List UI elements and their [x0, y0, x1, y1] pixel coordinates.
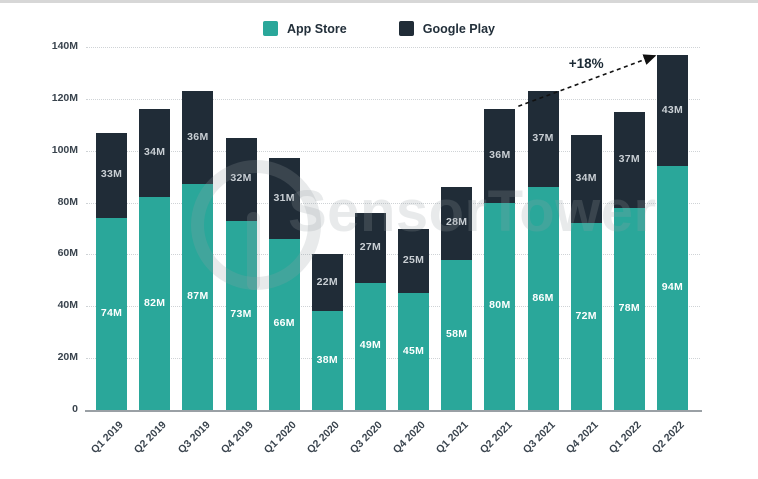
bar-segment [527, 91, 559, 187]
y-axis-tick-label: 100M [51, 143, 78, 156]
legend: App Store Google Play [0, 21, 758, 36]
bar-segment [311, 311, 343, 410]
gridline [86, 98, 700, 100]
bar-segment [96, 132, 128, 219]
x-axis-line [85, 410, 702, 412]
bar-segment [656, 166, 688, 410]
bar-segment [268, 238, 300, 410]
x-axis-tick-label: Q2 2021 [477, 419, 515, 456]
bar-segment [398, 293, 430, 410]
bar-segment [182, 184, 214, 410]
bar-value-label: 22M [316, 275, 338, 288]
bar-value-label: 43M [661, 103, 684, 116]
bar-value-label: 37M [618, 152, 640, 165]
bar-value-label: 34M [575, 172, 597, 185]
legend-item-app-store: App Store [263, 21, 347, 36]
gridline [86, 306, 700, 308]
bar-segment [484, 202, 516, 410]
bar-value-label: 74M [100, 307, 123, 320]
x-axis-tick-label: Q3 2019 [175, 419, 213, 456]
y-axis-tick-label: 60M [57, 247, 78, 260]
bar-value-label: 78M [618, 301, 640, 314]
bar-value-label: 37M [532, 132, 554, 145]
bar-segment [484, 109, 516, 203]
legend-label-google-play: Google Play [422, 21, 495, 36]
bar-value-label: 58M [446, 327, 468, 340]
bar-value-label: 38M [316, 353, 338, 366]
gridline [86, 150, 700, 152]
bar-segment [441, 259, 473, 410]
bar-value-label: 86M [532, 291, 554, 304]
bar-segment [527, 187, 559, 410]
app-store-swatch-icon [263, 21, 278, 36]
x-axis-tick-label: Q4 2020 [391, 419, 429, 456]
gridline [86, 358, 700, 360]
bar-value-label: 49M [359, 339, 382, 352]
gridline [86, 47, 700, 48]
x-axis-tick-label: Q2 2019 [132, 419, 170, 456]
bar-segment [613, 207, 645, 410]
bar-segment [656, 54, 688, 167]
bar-segment [398, 228, 430, 294]
bar-value-label: 25M [402, 253, 425, 266]
bar-segment [96, 218, 128, 410]
legend-label-app-store: App Store [287, 21, 347, 36]
bar-value-label: 28M [446, 216, 468, 229]
x-axis-tick-label: Q1 2022 [606, 419, 644, 456]
x-axis-tick-label: Q1 2019 [89, 419, 127, 456]
bar-value-label: 45M [402, 344, 425, 357]
bar-value-label: 32M [230, 172, 252, 185]
x-axis-tick-label: Q2 2022 [649, 419, 687, 456]
bar-segment [311, 254, 343, 312]
x-axis-tick-label: Q1 2020 [261, 419, 299, 456]
top-border [0, 0, 758, 3]
bar-value-label: 66M [273, 317, 295, 330]
gridline [86, 202, 700, 204]
bar-value-label: 72M [575, 309, 597, 322]
y-axis-tick-label: 0 [72, 403, 78, 415]
bar-segment [613, 111, 645, 208]
bar-value-label: 82M [144, 296, 166, 309]
bar-segment [268, 158, 300, 239]
bar-value-label: 31M [273, 191, 295, 204]
x-axis-tick-label: Q1 2021 [434, 419, 472, 456]
bar-segment [354, 212, 386, 283]
bar-value-label: 73M [230, 308, 252, 321]
x-axis-tick-label: Q3 2020 [347, 419, 385, 456]
bar-value-label: 94M [661, 281, 684, 294]
bar-segment [225, 137, 257, 221]
bar-value-label: 27M [359, 240, 382, 253]
legend-item-google-play: Google Play [398, 21, 495, 36]
bar-segment [441, 187, 473, 260]
google-play-swatch-icon [398, 21, 414, 36]
bar-segment [354, 282, 386, 410]
bar-value-label: 34M [144, 146, 166, 159]
bar-value-label: 87M [187, 290, 209, 303]
gridline [86, 254, 700, 256]
x-axis-tick-label: Q4 2021 [563, 419, 601, 456]
x-axis-tick-label: Q2 2020 [304, 419, 342, 456]
bar-value-label: 33M [100, 168, 123, 181]
bar-segment [225, 220, 257, 410]
bar-segment [182, 91, 214, 185]
y-axis-tick-label: 140M [51, 40, 78, 52]
x-axis-tick-label: Q4 2019 [218, 419, 256, 456]
y-axis-tick-label: 80M [57, 195, 78, 208]
bar-value-label: 80M [489, 299, 511, 312]
bar-value-label: 36M [187, 130, 209, 143]
bar-segment [570, 223, 602, 410]
y-axis-tick-label: 120M [51, 91, 78, 104]
y-axis-tick-label: 20M [57, 351, 78, 364]
bar-value-label: 36M [489, 148, 511, 161]
growth-annotation-label: +18% [568, 55, 604, 71]
bar-segment [139, 197, 171, 410]
x-axis-tick-label: Q3 2021 [520, 419, 558, 456]
bar-segment [570, 135, 602, 224]
bar-segment [139, 109, 171, 198]
y-axis-tick-label: 40M [57, 299, 78, 312]
